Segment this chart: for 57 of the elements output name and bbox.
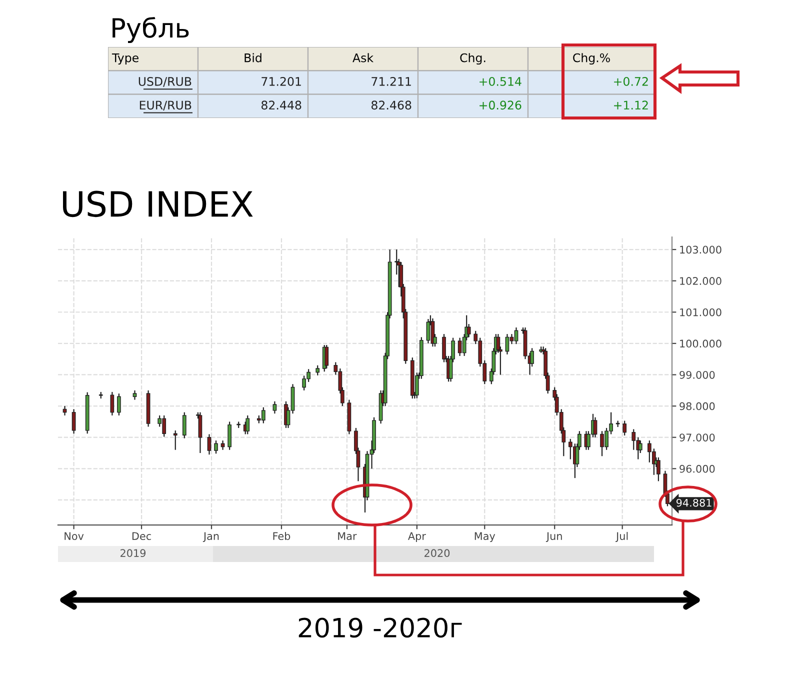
candlestick <box>514 326 518 345</box>
category-label: USD/RUB <box>138 76 192 87</box>
text: +1.12 <box>614 100 648 110</box>
category-label: Chg. <box>460 53 486 65</box>
candlestick <box>182 412 186 439</box>
candlestick <box>72 408 76 434</box>
category-label: Ask <box>352 53 374 62</box>
x-tick-label: Jan <box>202 532 219 542</box>
y-tick-label: 96.000 <box>680 464 715 473</box>
candlestick <box>214 440 218 454</box>
candlestick <box>316 364 320 376</box>
y-tick-label: 101.000 <box>680 308 722 316</box>
y-tick-label: 99.000 <box>680 370 715 379</box>
annotation: 94.881 <box>676 498 712 507</box>
candlestick <box>110 391 114 416</box>
x-tick-label: Jun <box>546 532 562 542</box>
y-tick-label: 98.000 <box>680 402 715 410</box>
category-label: EUR/RUB <box>140 100 192 111</box>
x-tick-label: Mar <box>338 532 357 540</box>
candlestick <box>207 434 212 456</box>
candlestick <box>505 333 510 355</box>
y-tick-label: 102.000 <box>680 277 722 285</box>
x-tick-label: Jul <box>616 532 628 542</box>
text: +0.514 <box>480 76 522 86</box>
x-tick-label: May <box>474 532 496 542</box>
candlestick <box>173 430 178 450</box>
candlestick <box>132 390 137 400</box>
text: 71.201 <box>262 76 301 86</box>
candlestick <box>117 392 121 416</box>
category-label: Bid <box>244 53 262 62</box>
x-tick-label: Feb <box>273 532 290 540</box>
candlestick <box>228 421 232 450</box>
y-tick-label: 97.000 <box>680 434 715 442</box>
text: 82.468 <box>371 100 412 110</box>
text: 2019 -2020г <box>298 618 462 638</box>
text: 2020 <box>424 549 450 558</box>
text: +0.72 <box>614 76 648 86</box>
text: 71.211 <box>372 76 411 86</box>
y-tick-label: 103.000 <box>680 246 722 254</box>
text: Рубль <box>112 17 189 43</box>
x-tick-label: Nov <box>64 532 84 540</box>
text: 82.448 <box>261 100 302 110</box>
x-tick-label: Apr <box>408 532 426 542</box>
chart-title: USD INDEX <box>63 190 253 218</box>
candlestick <box>261 406 266 424</box>
candlestick <box>272 400 277 414</box>
candlestick <box>632 428 636 450</box>
category-label: Chg.% <box>573 53 610 65</box>
candlestick <box>593 416 598 438</box>
candlestick <box>324 344 329 370</box>
candlestick <box>622 420 627 436</box>
text: +0.926 <box>480 100 522 110</box>
category-label: Type <box>112 53 138 65</box>
candlestick <box>246 414 250 435</box>
text: 2019 <box>120 549 146 558</box>
y-tick-label: 100.000 <box>680 340 722 348</box>
x-tick-label: Dec <box>132 532 151 540</box>
